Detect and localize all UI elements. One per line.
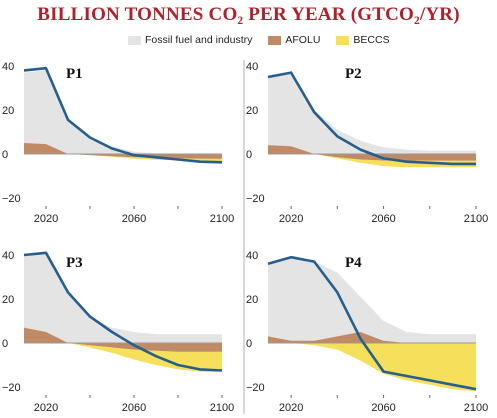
y-tick-label: −20 [246, 193, 265, 205]
y-tick-label: 20 [246, 105, 258, 117]
legend-label-afolu: AFOLU [285, 34, 321, 46]
legend-label-fossil: Fossil fuel and industry [145, 34, 253, 46]
y-tick-label: 0 [2, 338, 8, 350]
x-tick-label: 2060 [371, 402, 395, 414]
x-tick-label: 2020 [279, 402, 303, 414]
y-tick-label: 0 [246, 149, 252, 161]
area-afolu [24, 143, 222, 159]
y-tick-label: 20 [2, 105, 14, 117]
panel-p3: 40 20 0 −20 2020 2060 2100 P3 [2, 250, 234, 414]
panel-p2: 40 20 0 −20 2020 2060 2100 P2 [246, 61, 488, 225]
legend: Fossil fuel and industry AFOLU BECCS [128, 33, 406, 47]
x-tick-label: 2020 [34, 402, 58, 414]
net-emissions-line [23, 251, 223, 372]
panel-p1: 40 20 0 −20 2020 2060 2100 P1 [2, 61, 234, 225]
y-tick-label: 40 [246, 61, 258, 73]
y-tick-label: 0 [246, 338, 252, 350]
x-tick-label: 2100 [210, 402, 234, 414]
legend-item-fossil: Fossil fuel and industry [128, 34, 252, 46]
y-tick-label: 40 [2, 61, 14, 73]
legend-item-beccs: BECCS [336, 34, 390, 46]
x-tick-label: 2100 [464, 213, 488, 225]
x-tick-label: 2060 [371, 213, 395, 225]
x-tick-label: 2060 [122, 402, 146, 414]
panel-title: P4 [345, 255, 362, 271]
x-tick-label: 2100 [210, 213, 234, 225]
y-tick-label: −20 [2, 193, 21, 205]
area-fossil-fuel [24, 70, 222, 156]
net-emissions-line [267, 255, 477, 391]
legend-item-afolu: AFOLU [268, 34, 320, 46]
y-tick-label: 20 [2, 294, 14, 306]
legend-swatch-afolu [268, 35, 282, 45]
net-emissions-line [23, 66, 223, 164]
chart-title: BILLION TONNES CO₂ PER YEAR (GTCO₂/YR) [37, 4, 460, 25]
x-tick-label: 2060 [122, 213, 146, 225]
area-beccs [24, 343, 222, 372]
x-tick-label: 2020 [279, 213, 303, 225]
area-fossil-fuel [268, 72, 476, 154]
y-tick-label: −20 [246, 382, 265, 394]
area-afolu [268, 145, 476, 161]
panel-title: P3 [66, 255, 83, 271]
area-afolu [24, 327, 222, 352]
legend-label-beccs: BECCS [353, 34, 390, 46]
y-tick-label: 40 [2, 250, 14, 262]
x-tick-label: 2020 [34, 213, 58, 225]
panel-title: P2 [345, 66, 362, 82]
net-emissions-line [267, 71, 476, 166]
area-fossil-fuel [24, 252, 222, 343]
x-tick-label: 2100 [464, 402, 488, 414]
legend-swatch-fossil [128, 35, 141, 45]
area-beccs [268, 154, 476, 168]
y-tick-label: 0 [2, 149, 8, 161]
legend-swatch-beccs [336, 35, 350, 45]
area-afolu [268, 332, 476, 343]
y-tick-label: 40 [246, 250, 258, 262]
area-fossil-fuel [268, 257, 476, 343]
y-tick-label: 20 [246, 294, 258, 306]
panel-title: P1 [66, 66, 83, 82]
y-tick-label: −20 [2, 382, 21, 394]
panel-p4: 40 20 0 −20 2020 2060 2100 P4 [246, 250, 488, 414]
